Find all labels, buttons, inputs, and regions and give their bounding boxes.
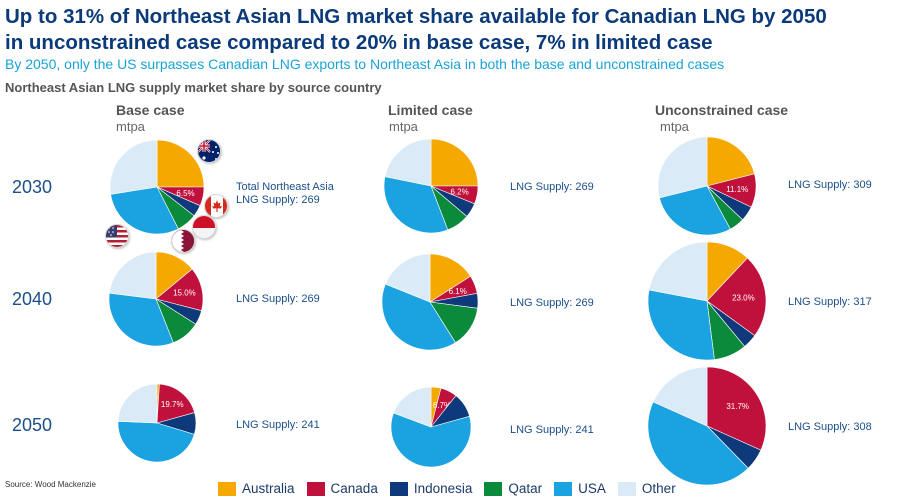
pie-base-2030: 6.5%: [109, 139, 205, 235]
pie-slice-other: [384, 138, 432, 187]
year-label-2050: 2050: [12, 415, 53, 435]
pie-slice-other: [657, 136, 708, 199]
pie-limited-2040: 6.1%: [381, 253, 479, 351]
year-label-2040: 2040: [12, 289, 53, 309]
legend-label-indonesia: Indonesia: [413, 481, 473, 496]
pie-slice-other: [109, 139, 158, 195]
title-line-2: in unconstrained case compared to 20% in…: [5, 31, 713, 54]
legend-swatch-usa: [554, 481, 573, 496]
canada-share-label: 6.7%: [433, 401, 451, 410]
column-header-base: Base case: [116, 102, 185, 118]
chart-legend: Australia Canada Indonesia Qatar USA Oth…: [218, 481, 688, 496]
pie-slice-usa: [659, 185, 731, 236]
source-note: Source: Wood Mackenzie: [5, 480, 97, 489]
supply-label-base-2050: LNG Supply: 241: [236, 419, 320, 431]
column-unit-limited: mtpa: [389, 119, 418, 134]
column-header-unconstrained: Unconstrained case: [655, 102, 789, 118]
pie-slice-usa: [390, 412, 472, 468]
supply-label-limited-2040: LNG Supply: 269: [510, 297, 594, 309]
legend-swatch-indonesia: [389, 481, 408, 496]
legend-swatch-australia: [218, 481, 236, 496]
year-label-2030: 2030: [12, 177, 53, 197]
pie-slice-australia: [429, 253, 471, 303]
column-unit-unconstrained: mtpa: [660, 119, 689, 134]
legend-label-canada: Canada: [330, 481, 378, 496]
canada-share-label: 6.2%: [450, 188, 468, 197]
page-title: Up to 31% of Northeast Asian LNG market …: [5, 4, 905, 56]
canada-share-label: 6.1%: [449, 287, 467, 296]
legend-item-australia: Australia: [218, 481, 295, 496]
canada-share-label: 23.0%: [732, 294, 755, 303]
column-header-limited: Limited case: [388, 102, 473, 118]
legend-item-other: Other: [617, 481, 676, 496]
australia-flag-icon: [197, 139, 221, 163]
pie-slice-canada: [706, 257, 767, 337]
column-unit-base: mtpa: [116, 119, 145, 134]
legend-item-canada: Canada: [306, 481, 378, 496]
canada-share-label: 31.7%: [726, 402, 749, 411]
supply-label-base-2030-line2: LNG Supply: 269: [236, 194, 320, 206]
title-line-1: Up to 31% of Northeast Asian LNG market …: [5, 5, 827, 28]
supply-label-unconstrained-2040: LNG Supply: 317: [788, 296, 872, 308]
pie-slice-australia: [156, 139, 205, 188]
pie-slice-usa: [108, 292, 174, 347]
supply-label-base-2040: LNG Supply: 269: [236, 293, 320, 305]
canada-share-label: 11.1%: [726, 185, 748, 194]
canada-flag-icon: [204, 194, 228, 218]
usa-flag-icon: [105, 224, 129, 248]
supply-label-limited-2050: LNG Supply: 241: [510, 424, 594, 436]
pie-slice-usa: [647, 289, 715, 361]
canada-share-label: 6.5%: [176, 189, 194, 198]
legend-label-usa: USA: [578, 481, 606, 496]
pie-base-2040: 15.0%: [108, 251, 204, 347]
indonesia-flag-icon: [192, 215, 216, 239]
supply-label-base-2030-line1: Total Northeast Asia: [236, 181, 334, 193]
pie-unconstrained-2030: 11.1%: [657, 136, 757, 236]
legend-item-usa: USA: [554, 481, 606, 496]
supply-label-base-2030: Total Northeast Asia LNG Supply: 269: [236, 181, 334, 207]
page-subtitle: By 2050, only the US surpasses Canadian …: [5, 56, 725, 72]
pie-base-2050: 19.7%: [117, 383, 197, 463]
pie-limited-2050: 6.7%: [390, 386, 472, 468]
pie-slice-other: [393, 386, 432, 428]
legend-swatch-qatar: [484, 481, 503, 496]
legend-item-qatar: Qatar: [484, 481, 542, 496]
legend-swatch-other: [617, 481, 636, 496]
supply-label-unconstrained-2030: LNG Supply: 309: [788, 179, 872, 191]
canada-share-label: 19.7%: [161, 400, 184, 409]
legend-swatch-canada: [306, 481, 325, 496]
pie-slice-other: [385, 253, 431, 303]
legend-item-indonesia: Indonesia: [389, 481, 473, 496]
legend-label-other: Other: [641, 481, 676, 496]
pie-slice-usa: [381, 283, 456, 351]
pie-slice-other: [117, 383, 158, 424]
section-heading: Northeast Asian LNG supply market share …: [5, 80, 382, 95]
pie-slice-usa: [110, 186, 179, 235]
pie-slice-australia: [430, 138, 479, 187]
pie-slice-usa: [383, 176, 449, 234]
pie-slice-canada: [706, 366, 767, 451]
qatar-flag-icon: [171, 229, 195, 253]
pie-slice-canada: [156, 383, 195, 424]
canada-share-label: 15.0%: [173, 289, 196, 298]
legend-label-qatar: Qatar: [508, 481, 543, 496]
pie-slice-usa: [117, 420, 195, 463]
pie-slice-other: [109, 251, 157, 300]
supply-label-unconstrained-2050: LNG Supply: 308: [788, 421, 872, 433]
pie-unconstrained-2050: 31.7%: [647, 366, 767, 486]
pie-slice-other: [648, 241, 708, 302]
supply-label-limited-2030: LNG Supply: 269: [510, 181, 594, 193]
pie-unconstrained-2040: 23.0%: [647, 241, 767, 361]
pie-limited-2030: 6.2%: [383, 138, 479, 234]
pie-slice-other: [652, 366, 708, 427]
pie-slice-usa: [647, 401, 749, 486]
legend-label-australia: Australia: [242, 481, 295, 496]
pie-slice-australia: [706, 136, 755, 187]
